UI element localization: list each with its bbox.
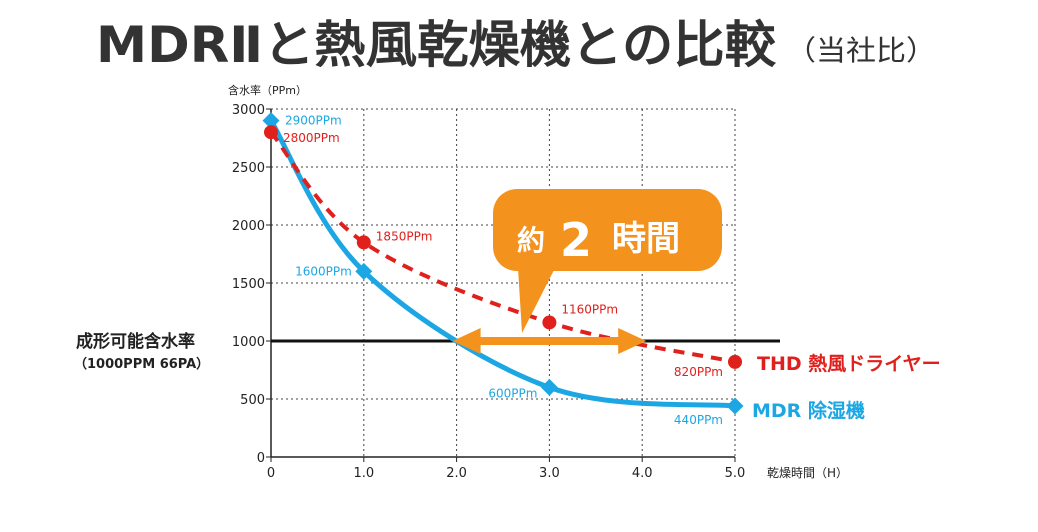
thd-data-label: 820PPm <box>674 365 723 379</box>
y-tick-label: 0 <box>257 451 265 466</box>
mdr-data-point <box>355 262 373 280</box>
legend-thd: THD 熱風ドライヤー <box>757 352 941 375</box>
y-axis-label: 含水率（PPm） <box>228 83 307 97</box>
y-tick-label: 1000 <box>232 335 265 350</box>
threshold-label: 成形可能含水率 <box>76 331 195 352</box>
x-axis-label: 乾燥時間（H） <box>767 466 848 480</box>
x-tick-label: 3.0 <box>539 466 560 481</box>
page-subtitle: （当社比） <box>786 34 936 67</box>
annotation-prefix: 約 <box>517 224 545 257</box>
y-tick-label: 500 <box>240 393 265 408</box>
mdr-data-point <box>540 378 558 396</box>
series-line-thd <box>269 130 736 364</box>
thd-data-point <box>264 125 278 140</box>
x-tick-label: 1.0 <box>353 466 374 481</box>
annotation-suffix: 時間 <box>612 219 680 259</box>
y-tick-label: 3000 <box>232 103 265 118</box>
thd-data-point <box>356 235 371 250</box>
thd-data-label: 1160PPm <box>561 302 618 316</box>
span-arrow-head-left <box>452 328 481 354</box>
x-tick-label: 4.0 <box>632 466 653 481</box>
page-title: MDRⅡと熱風乾燥機との比較 <box>96 16 777 74</box>
thd-data-label: 2800PPm <box>283 131 340 145</box>
thd-data-point <box>728 354 742 369</box>
annotation-number: 2 <box>560 213 592 267</box>
x-tick-label: 2.0 <box>446 466 467 481</box>
y-tick-label: 2500 <box>232 161 265 176</box>
title-area: MDRⅡと熱風乾燥機との比較 （当社比） <box>0 4 1038 84</box>
mdr-data-label: 2900PPm <box>285 114 342 128</box>
thd-data-point <box>542 315 557 330</box>
annotation-bubble-pointer <box>518 268 555 333</box>
mdr-data-label: 440PPm <box>674 413 723 427</box>
mdr-data-label: 1600PPm <box>295 264 352 278</box>
annotation-bubble <box>493 189 722 271</box>
series-line-mdr <box>268 118 738 409</box>
x-tick-label: 5.0 <box>725 466 746 481</box>
y-tick-label: 1500 <box>232 277 265 292</box>
thd-data-label: 1850PPm <box>376 229 433 243</box>
span-arrow-shaft <box>478 337 621 345</box>
y-tick-label: 2000 <box>232 219 265 234</box>
legend-mdr: MDR 除湿機 <box>752 399 865 422</box>
mdr-data-point <box>726 397 744 415</box>
threshold-sublabel: （1000PPM 66PA） <box>74 356 209 372</box>
span-arrow-head-right <box>618 328 647 354</box>
mdr-data-point <box>262 112 280 130</box>
mdr-data-label: 600PPm <box>488 386 537 400</box>
x-tick-label: 0 <box>267 466 275 481</box>
